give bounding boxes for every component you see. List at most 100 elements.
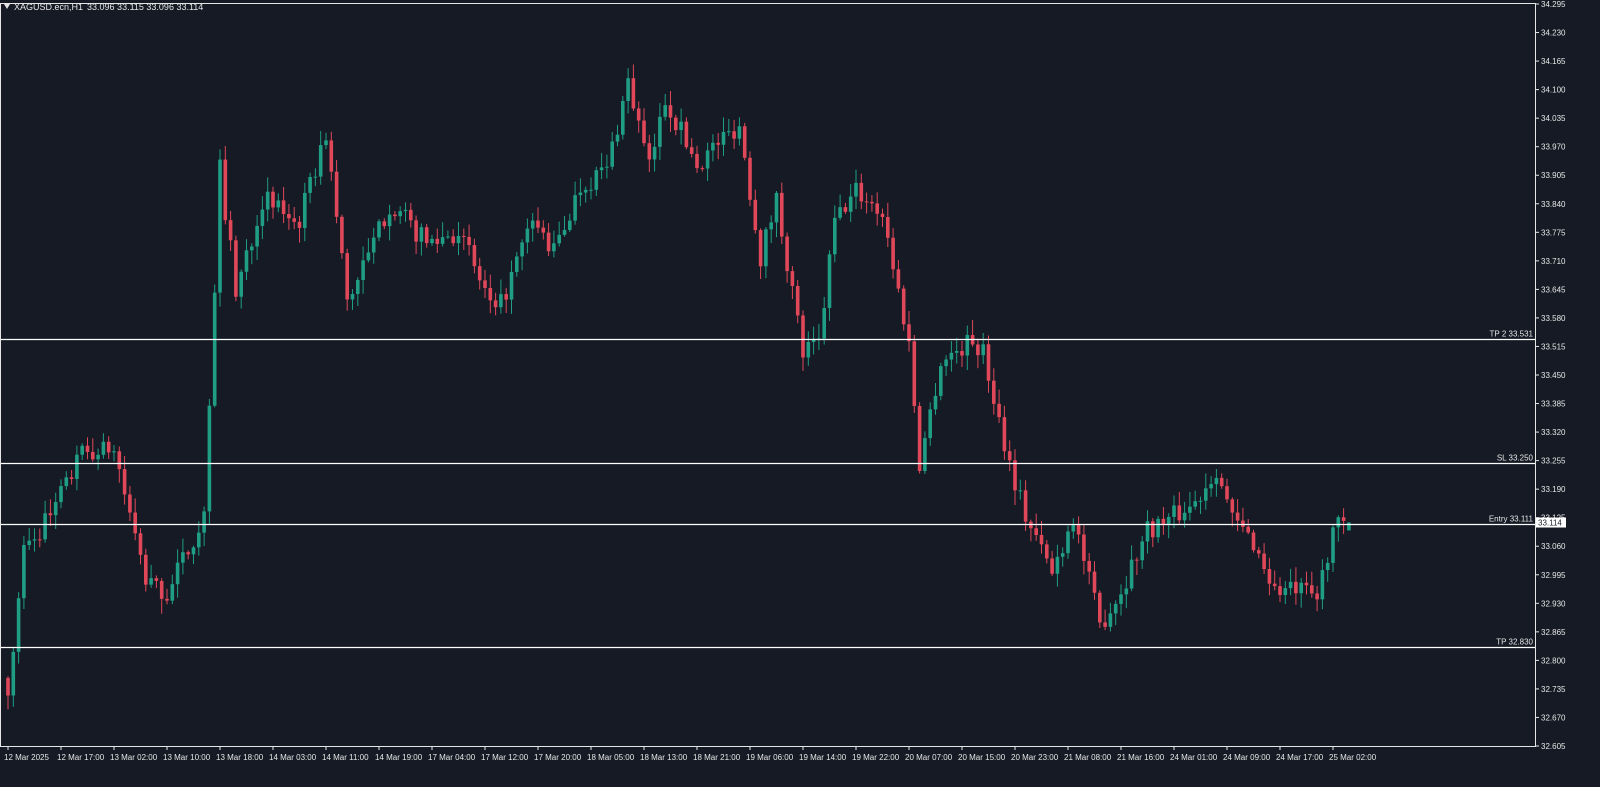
candle [1310, 571, 1314, 598]
axis-layer: 34.295 34.230 34.165 34.100 34.035 33.970 33.9… [0, 0, 1566, 762]
candle [599, 153, 604, 180]
candle-body [27, 540, 31, 546]
candle [175, 549, 180, 598]
candle [1108, 602, 1113, 632]
candle [859, 173, 864, 210]
candle-body [64, 477, 69, 487]
candle-body [594, 170, 599, 190]
x-tick-label: 20 Mar 07:00 [905, 753, 953, 762]
candle [721, 117, 726, 156]
x-tick-label: 21 Mar 16:00 [1117, 753, 1165, 762]
candle [329, 131, 334, 181]
candle [1204, 473, 1208, 510]
candle [255, 215, 259, 261]
candle [1161, 506, 1166, 535]
candle-body [917, 405, 922, 472]
ohlc-values: 33.096 33.115 33.096 33.114 [87, 2, 204, 12]
candle [684, 117, 689, 150]
candle-body [1204, 488, 1208, 501]
x-tick-label: 19 Mar 14:00 [799, 753, 847, 762]
candle [1092, 561, 1097, 600]
candle [159, 578, 164, 614]
candle-body [1113, 603, 1118, 614]
candle [59, 479, 63, 509]
candle-body [361, 260, 365, 280]
candle [1103, 609, 1107, 631]
candle [711, 134, 715, 162]
candle [430, 234, 434, 246]
candle [80, 443, 84, 461]
candle-body [440, 237, 445, 244]
candle-body [912, 341, 917, 406]
candle [875, 192, 879, 226]
dropdown-arrow-icon[interactable] [4, 4, 10, 9]
candle-body [366, 252, 371, 261]
candle-body [864, 201, 869, 203]
candle-body [923, 438, 927, 472]
candle-body [764, 229, 768, 267]
candle-body [515, 256, 519, 272]
candle [292, 207, 296, 230]
candle-body [159, 580, 164, 599]
candle-body [22, 545, 26, 599]
candle-body [334, 171, 339, 217]
candle-body [1325, 562, 1330, 571]
candle [393, 211, 397, 221]
candle [1151, 518, 1155, 548]
candle [546, 223, 551, 257]
candle-body [848, 196, 853, 212]
y-tick-label: 33.580 [1541, 314, 1566, 323]
candle [64, 471, 69, 490]
candle-body [170, 584, 175, 601]
candle [939, 362, 943, 401]
candle-body [663, 105, 667, 117]
candle-body [1193, 501, 1197, 507]
candle-body [1098, 592, 1102, 623]
candle-body [928, 409, 932, 439]
candle-body [907, 324, 911, 342]
candle [1066, 525, 1070, 559]
candle [801, 310, 805, 371]
candle-body [234, 240, 238, 297]
y-tick-label: 33.385 [1541, 400, 1566, 409]
y-tick-label: 33.710 [1541, 257, 1566, 266]
candle [424, 223, 429, 248]
candle [69, 469, 74, 485]
candle [32, 528, 37, 552]
candle [1018, 479, 1023, 500]
candle [260, 196, 265, 240]
candle [1241, 507, 1245, 533]
candle-body [69, 477, 74, 479]
level-label: SL 33.250 [1497, 454, 1534, 463]
candle-body [1151, 521, 1155, 538]
candle [504, 287, 508, 313]
candle-body [780, 192, 784, 237]
candle-body [536, 220, 540, 228]
candle-body [583, 189, 588, 193]
candle [753, 189, 758, 234]
candle [695, 145, 699, 173]
candle [764, 226, 768, 279]
candle [91, 438, 95, 462]
candle [1246, 518, 1250, 535]
candle [435, 228, 440, 253]
candle [16, 592, 21, 664]
candle [854, 169, 858, 210]
candle-body [504, 294, 508, 300]
candle [38, 528, 42, 548]
candle-body [870, 201, 874, 204]
candle [340, 214, 344, 259]
y-tick-label: 33.645 [1541, 285, 1566, 294]
candle [944, 355, 948, 376]
candle [303, 182, 307, 242]
candle [96, 448, 100, 470]
candle-body [1262, 553, 1266, 570]
candle [631, 64, 636, 111]
candle-body [133, 512, 137, 534]
candle [228, 210, 233, 252]
candle [679, 108, 683, 145]
candle-body [954, 351, 959, 353]
candle [1145, 510, 1150, 554]
